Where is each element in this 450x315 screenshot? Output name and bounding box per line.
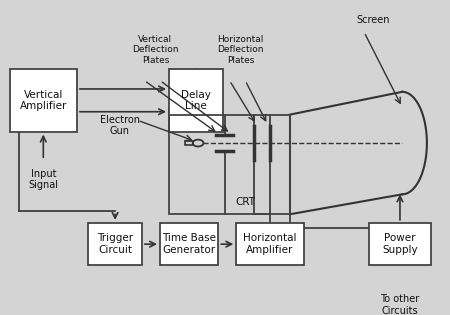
Text: To other
Circuits: To other Circuits [380,294,419,315]
Text: Power
Supply: Power Supply [382,233,418,255]
Text: Horizontal
Deflection
Plates: Horizontal Deflection Plates [217,35,264,65]
Text: Screen: Screen [356,15,390,25]
Text: Vertical
Deflection
Plates: Vertical Deflection Plates [132,35,179,65]
FancyBboxPatch shape [9,69,77,132]
Text: Vertical
Amplifier: Vertical Amplifier [20,89,67,111]
FancyBboxPatch shape [369,223,432,266]
FancyBboxPatch shape [160,223,218,266]
Text: Horizontal
Amplifier: Horizontal Amplifier [243,233,297,255]
Text: CRT: CRT [235,197,256,207]
Text: Delay
Line: Delay Line [181,89,211,111]
Text: Electron
Gun: Electron Gun [99,115,140,136]
Text: Input
Signal: Input Signal [28,169,58,190]
Text: Trigger
Circuit: Trigger Circuit [97,233,133,255]
FancyBboxPatch shape [88,223,142,266]
FancyBboxPatch shape [169,69,223,132]
FancyBboxPatch shape [236,223,303,266]
Text: Time Base
Generator: Time Base Generator [162,233,216,255]
